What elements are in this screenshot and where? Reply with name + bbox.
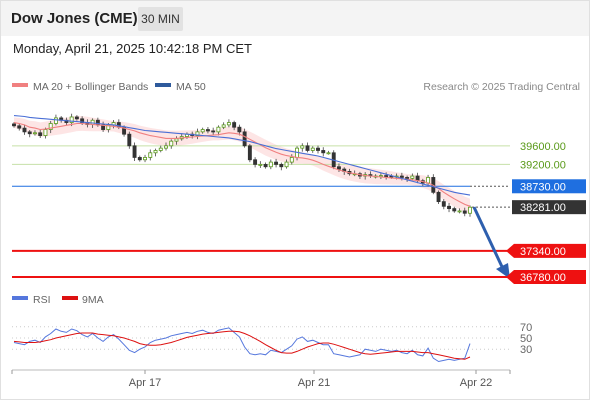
target-label-box-5 <box>506 269 586 284</box>
candle-body <box>33 132 37 135</box>
timeframe-button[interactable]: 30 MIN <box>138 7 183 31</box>
candle-body <box>247 145 252 161</box>
forecast-arrow-head <box>496 262 510 279</box>
rsi-level-label-70: 70 <box>520 322 532 334</box>
candle-body <box>95 119 100 126</box>
candle-body <box>263 164 268 168</box>
rsi-legend-label: RSI <box>33 294 51 306</box>
candle-body <box>321 150 326 154</box>
candle-body <box>200 129 205 133</box>
current-price-box <box>512 200 586 215</box>
rsi-legend-swatch <box>12 296 28 300</box>
candle-body <box>127 133 132 147</box>
ma9-legend-label: 9MA <box>82 294 104 306</box>
candle-body <box>457 210 462 213</box>
candle-body <box>53 117 58 124</box>
x-tick-label-0: Apr 17 <box>129 377 161 389</box>
candle-body <box>169 140 174 147</box>
x-tick-label-1: Apr 21 <box>298 377 330 389</box>
target-label-4: 37340.00 <box>520 246 566 258</box>
candle-body <box>74 116 79 120</box>
pivot-label-box <box>512 179 586 194</box>
candle-body <box>132 145 137 158</box>
ma20-legend-swatch <box>12 83 28 87</box>
candle-body <box>284 161 289 168</box>
candle-body <box>153 150 158 154</box>
candle-body <box>468 206 472 214</box>
candle-body <box>441 201 446 207</box>
candle-body <box>174 138 179 142</box>
candle-body <box>242 131 247 147</box>
candle-body <box>305 145 310 151</box>
candle-body <box>268 161 273 168</box>
resistance-label-1: 39200.00 <box>520 159 566 171</box>
candle-body <box>211 130 216 133</box>
candle-body <box>337 166 341 170</box>
forecast-arrow-shaft <box>472 206 506 272</box>
candle-body <box>316 147 320 151</box>
candle-body <box>38 132 43 136</box>
x-tick-label-2: Apr 22 <box>460 377 492 389</box>
ma50-legend-swatch <box>155 83 171 87</box>
candle-body <box>17 125 22 129</box>
candle-body <box>289 157 294 163</box>
ma50-line <box>13 115 471 196</box>
candle-body <box>410 175 415 179</box>
candle-body <box>69 116 74 123</box>
candle-body <box>221 124 226 128</box>
candle-body <box>137 157 142 161</box>
candle-body <box>253 159 258 165</box>
candle-body <box>405 177 410 179</box>
candle-body <box>310 147 315 151</box>
ma20-line <box>13 122 471 207</box>
candle-body <box>43 129 48 136</box>
rsi-ma9-line <box>13 330 471 360</box>
chart-datetime: Monday, April 21, 2025 10:42:18 PM CET <box>13 41 252 56</box>
candle-body <box>384 175 389 177</box>
instrument-title: Dow Jones (CME) <box>11 10 138 27</box>
candle-body <box>143 157 147 161</box>
candle-body <box>226 122 231 126</box>
ma20-legend-label: MA 20 + Bollinger Bands <box>33 81 148 93</box>
candle-body <box>216 126 221 133</box>
candle-body <box>436 191 441 203</box>
candle-body <box>258 164 263 166</box>
ma9-legend-swatch <box>62 296 78 300</box>
current-price-label: 38281.00 <box>520 202 566 214</box>
candle-body <box>158 147 163 151</box>
candle-body <box>205 129 210 132</box>
candle-body <box>274 161 279 165</box>
candle-body <box>164 145 168 149</box>
candle-body <box>22 127 27 133</box>
candle-body <box>148 152 153 158</box>
candle-body <box>300 145 305 149</box>
ma50-legend-label: MA 50 <box>176 81 206 93</box>
pivot-label: 38730.00 <box>520 181 566 193</box>
candle-body <box>12 123 16 127</box>
target-label-box-4 <box>506 243 586 258</box>
chart-header: Dow Jones (CME) 30 MIN <box>0 0 590 36</box>
rsi-line <box>13 327 471 363</box>
target-label-5: 36780.00 <box>520 272 566 284</box>
candle-body <box>462 210 467 214</box>
candle-body <box>452 208 457 212</box>
credit-label: Research © 2025 Trading Central <box>423 81 580 93</box>
rsi-level-label-30: 30 <box>520 344 532 356</box>
candle-body <box>326 152 331 155</box>
rsi-level-label-50: 50 <box>520 333 532 345</box>
candle-body <box>48 123 53 130</box>
candle-body <box>399 175 404 178</box>
candle-body <box>447 205 451 210</box>
candle-body <box>279 164 284 168</box>
resistance-label-0: 39600.00 <box>520 141 566 153</box>
candle-body <box>237 126 242 133</box>
candle-body <box>27 131 32 135</box>
candle-body <box>232 122 237 128</box>
